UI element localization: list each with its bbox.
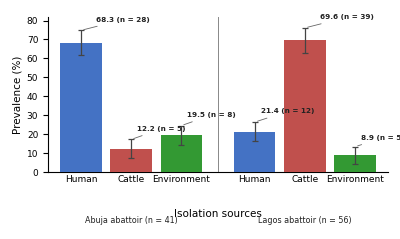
Bar bbox=[110, 149, 152, 172]
Bar bbox=[60, 43, 102, 172]
Text: 19.5 (n = 8): 19.5 (n = 8) bbox=[184, 112, 236, 125]
Bar bbox=[234, 131, 276, 172]
Bar bbox=[160, 135, 202, 172]
Text: 12.2 (n = 5): 12.2 (n = 5) bbox=[134, 126, 186, 139]
Bar bbox=[334, 155, 376, 172]
Text: Abuja abattoir (n = 41): Abuja abattoir (n = 41) bbox=[85, 216, 178, 225]
Text: 69.6 (n = 39): 69.6 (n = 39) bbox=[308, 14, 374, 27]
X-axis label: Isolation sources: Isolation sources bbox=[174, 209, 262, 219]
Y-axis label: Prevalence (%): Prevalence (%) bbox=[13, 55, 23, 134]
Text: Lagos abattoir (n = 56): Lagos abattoir (n = 56) bbox=[258, 216, 352, 225]
Text: 68.3 (n = 28): 68.3 (n = 28) bbox=[84, 17, 150, 30]
Text: 21.4 (n = 12): 21.4 (n = 12) bbox=[258, 109, 314, 121]
Bar bbox=[284, 40, 326, 172]
Text: 8.9 (n = 5): 8.9 (n = 5) bbox=[358, 135, 400, 146]
